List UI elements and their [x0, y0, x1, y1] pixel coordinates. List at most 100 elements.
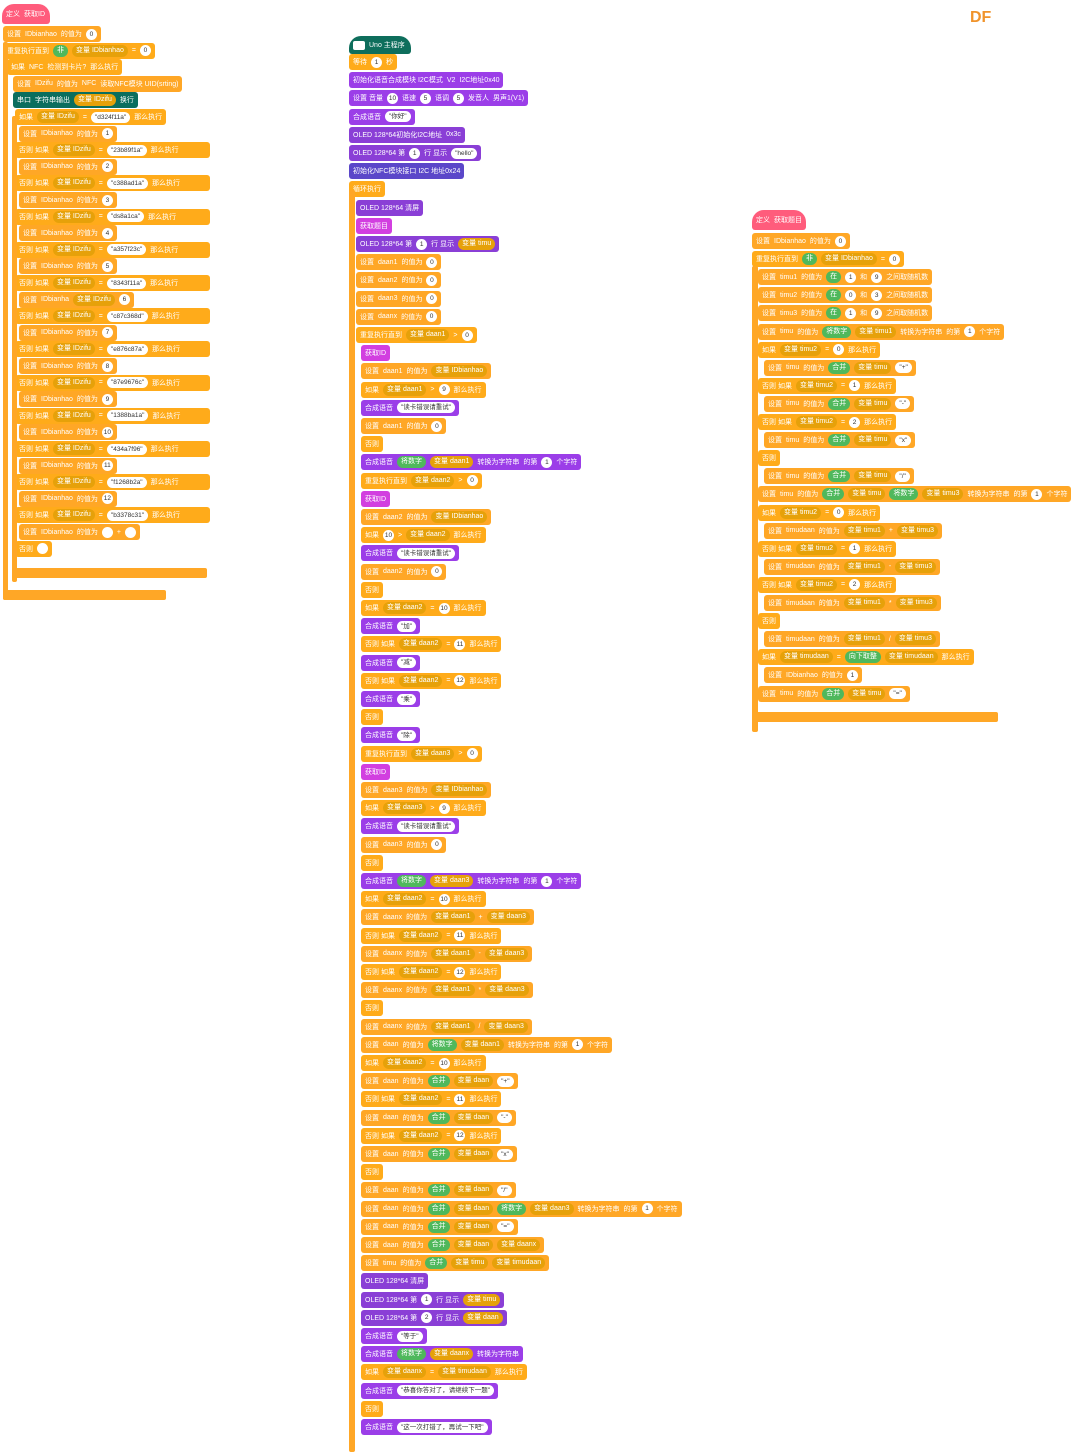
func2-block-22[interactable]: 设置 timudaan 的值为 变量 timu1/变量 timu3 — [764, 631, 940, 648]
main-block-35[interactable]: 合成语音 "乘" — [361, 691, 421, 707]
func2-block-15-token-3[interactable]: 0 — [833, 507, 845, 518]
main-block-42-token-1[interactable]: "读卡错误请重试" — [397, 820, 456, 832]
main-block-58-token-3[interactable]: 合并 — [427, 1111, 450, 1124]
func2-block-14[interactable]: 设置 timu 的值为 合并 变量 timu 将数字 变量 timu3 转换为字符串 的第 1 个字… — [758, 486, 1072, 503]
func2-block-21[interactable]: 否则 — [758, 613, 780, 630]
func2-block-23-token-1[interactable]: 变量 timudaan — [780, 651, 833, 664]
main-block-54-token-7[interactable]: 1 — [572, 1039, 583, 1051]
main-block-34-token-1[interactable]: 变量 daan2 — [398, 674, 443, 687]
main-block-51[interactable]: 设置 daanx 的值为 变量 daan1 * 变量 daan3 — [361, 982, 533, 999]
main-block-20-token-3[interactable]: 0 — [431, 420, 443, 432]
func2-block-4-token-3[interactable]: 在 — [826, 307, 842, 320]
main-block-48[interactable]: 否则 如果 变量 daan2 = 11 那么执行 — [361, 927, 502, 944]
main-block-48-token-1[interactable]: 变量 daan2 — [398, 929, 443, 942]
main-block-60-token-5[interactable]: "x" — [497, 1148, 513, 1160]
main-block-0-token-1[interactable]: 1 — [371, 56, 382, 68]
main-block-34[interactable]: 否则 如果 变量 daan2 = 12 那么执行 — [361, 672, 502, 689]
func2-block-5-token-7[interactable]: 1 — [964, 326, 976, 337]
func1-block-14[interactable]: 设置 IDbianhao 的值为 5 — [19, 258, 117, 275]
func1-block-7-token-1[interactable]: 变量 IDzifu — [52, 144, 95, 157]
func2-block-2-token-4[interactable]: 1 — [845, 271, 857, 283]
func2-block-25-token-3[interactable]: 合并 — [822, 687, 845, 700]
main-block-66[interactable]: 设置 timu 的值为 合并 变量 timu 变量 timudaan — [361, 1255, 550, 1272]
func2-block-9-token-4[interactable]: 变量 timu — [854, 397, 892, 410]
main-block-59-token-3[interactable]: 12 — [454, 1130, 466, 1142]
func2-block-19-token-3[interactable]: 2 — [849, 579, 861, 591]
main-block-56[interactable]: 设置 daan 的值为 合并 变量 daan "+" — [361, 1073, 518, 1090]
func1-block-8[interactable]: 设置 IDbianhao 的值为 2 — [19, 158, 117, 175]
main-block-63-token-9[interactable]: 1 — [641, 1203, 653, 1215]
func2-block-2-token-3[interactable]: 在 — [826, 271, 842, 284]
main-block-22-token-2[interactable]: 变量 daan1 — [430, 456, 474, 469]
main-block-14[interactable]: 设置 daanx 的值为 0 — [356, 308, 442, 325]
func1-block-17[interactable]: 否则 如果 变量 IDzifu = "c87c368d" 那么执行 — [15, 308, 210, 325]
func2-block-0[interactable]: 设置 IDbianhao 的值为 0 — [752, 233, 850, 249]
func1-block-13-token-1[interactable]: 变量 IDzifu — [52, 243, 95, 256]
main-block-71-token-2[interactable]: 变量 daanx — [430, 1348, 474, 1361]
main-block-11[interactable]: 设置 daan1 的值为 0 — [356, 254, 442, 271]
func1-block-14-token-3[interactable]: 5 — [101, 260, 113, 272]
func1-header[interactable]: 定义 获取ID — [2, 4, 50, 24]
main-block-43-token-3[interactable]: 0 — [431, 839, 443, 851]
func2-block-3-token-3[interactable]: 在 — [826, 289, 842, 302]
func1-block-1-token-4[interactable]: 0 — [139, 45, 151, 57]
func1-block-19-token-1[interactable]: 变量 IDzifu — [52, 343, 95, 356]
main-block-46-token-3[interactable]: 10 — [438, 893, 450, 905]
func2-block-22-token-3[interactable]: 变量 timu1 — [843, 633, 885, 646]
main-block-51-token-5[interactable]: 变量 daan3 — [485, 984, 529, 997]
main-block-65-token-4[interactable]: 变量 daan — [453, 1239, 494, 1251]
main-block-46-token-1[interactable]: 变量 daan2 — [383, 893, 427, 906]
main-block-57-token-3[interactable]: 11 — [454, 1093, 466, 1105]
main-block-41[interactable]: 如果 变量 daan3 >9 那么执行 — [361, 800, 486, 817]
main-block-71[interactable]: 合成语音 将数字 变量 daanx 转换为字符串 — [361, 1346, 524, 1363]
func2-block-13-token-5[interactable]: "/" — [895, 470, 910, 482]
func1-block-2[interactable]: 如果 NFC 检测到卡片? 那么执行 — [7, 59, 123, 76]
func2-block-8-token-3[interactable]: 1 — [849, 380, 861, 392]
func1-block-13[interactable]: 否则 如果 变量 IDzifu = "a357f23c" 那么执行 — [15, 241, 210, 258]
func2-block-25-token-5[interactable]: "=" — [889, 688, 906, 699]
main-block-62-token-5[interactable]: "/" — [497, 1184, 512, 1196]
main-block-45[interactable]: 合成语音 将数字 变量 daan3 转换为字符串 的第 1 个字符 — [361, 873, 582, 889]
main-block-2[interactable]: 设置 音量 10 语速 5 语调 5 发音人 男声1(V1) — [349, 90, 529, 107]
func2-block-5-token-4[interactable]: 变量 timu1 — [855, 325, 897, 338]
func1-block-29-token-3[interactable]: "b3378c31" — [106, 509, 149, 521]
main-block-70[interactable]: 合成语音 "等于" — [361, 1328, 427, 1344]
main-block-10-token-3[interactable]: 变量 timu — [458, 238, 496, 250]
func2-block-7-token-4[interactable]: 变量 timu — [854, 361, 892, 374]
main-block-8[interactable]: OLED 128*64 清屏 — [356, 199, 424, 216]
main-block-28-token-3[interactable]: 0 — [431, 566, 443, 578]
func1-block-3[interactable]: 设置 IDzifu 的值为 NFC 读取NFC模块 UID(srting) — [13, 75, 183, 92]
main-block-34-token-3[interactable]: 12 — [454, 675, 466, 687]
main-block-26-token-3[interactable]: 变量 daan2 — [406, 529, 450, 542]
func1-block-9[interactable]: 否则 如果 变量 IDzifu = "c388ad1a" 那么执行 — [15, 175, 210, 192]
func2-block-2-token-6[interactable]: 9 — [871, 271, 883, 283]
main-block-60-token-3[interactable]: 合并 — [427, 1148, 450, 1160]
main-block-69-token-3[interactable]: 变量 daan — [463, 1311, 503, 1324]
main-block-61[interactable]: 否则 — [361, 1164, 383, 1181]
main-block-6[interactable]: 初始化NFC模块接口 I2C 地址0x24 — [349, 163, 465, 180]
func2-block-17[interactable]: 否则 如果 变量 timu2 = 1 那么执行 — [758, 540, 897, 557]
func1-block-30-token-5[interactable] — [125, 526, 137, 538]
main-block-45-token-5[interactable]: 1 — [541, 875, 553, 887]
func2-block-13-token-4[interactable]: 变量 timu — [854, 470, 892, 483]
func2-block-13-token-3[interactable]: 合并 — [828, 470, 851, 483]
func1-block-24[interactable]: 设置 IDbianhao 的值为 10 — [19, 424, 117, 441]
func1-block-10[interactable]: 设置 IDbianhao 的值为 3 — [19, 192, 117, 208]
func1-block-27-token-1[interactable]: 变量 IDzifu — [52, 476, 95, 489]
main-block-72-token-1[interactable]: 变量 daanx — [383, 1366, 427, 1379]
func2-block-17-token-3[interactable]: 1 — [849, 543, 861, 555]
func2-block-3-token-4[interactable]: 0 — [845, 289, 857, 301]
main-block-44[interactable]: 否则 — [361, 854, 383, 871]
func2-block-0-token-3[interactable]: 0 — [834, 235, 846, 247]
func1-block-25-token-1[interactable]: 变量 IDzifu — [52, 443, 95, 455]
main-block-56-token-3[interactable]: 合并 — [427, 1075, 450, 1088]
main-block-59[interactable]: 否则 如果 变量 daan2 = 12 那么执行 — [361, 1127, 502, 1144]
func1-block-18-token-3[interactable]: 7 — [101, 327, 113, 339]
main-block-22-token-5[interactable]: 1 — [541, 456, 553, 468]
main-block-40-token-3[interactable]: 变量 IDbianhao — [431, 784, 488, 796]
main-block-40[interactable]: 设置 daan3 的值为 变量 IDbianhao — [361, 782, 492, 798]
func1-block-30[interactable]: 设置 IDbianhao 的值为 + — [19, 524, 141, 540]
func2-block-19[interactable]: 否则 如果 变量 timu2 = 2 那么执行 — [758, 576, 897, 593]
main-block-46[interactable]: 如果 变量 daan2 = 10 那么执行 — [361, 891, 486, 908]
